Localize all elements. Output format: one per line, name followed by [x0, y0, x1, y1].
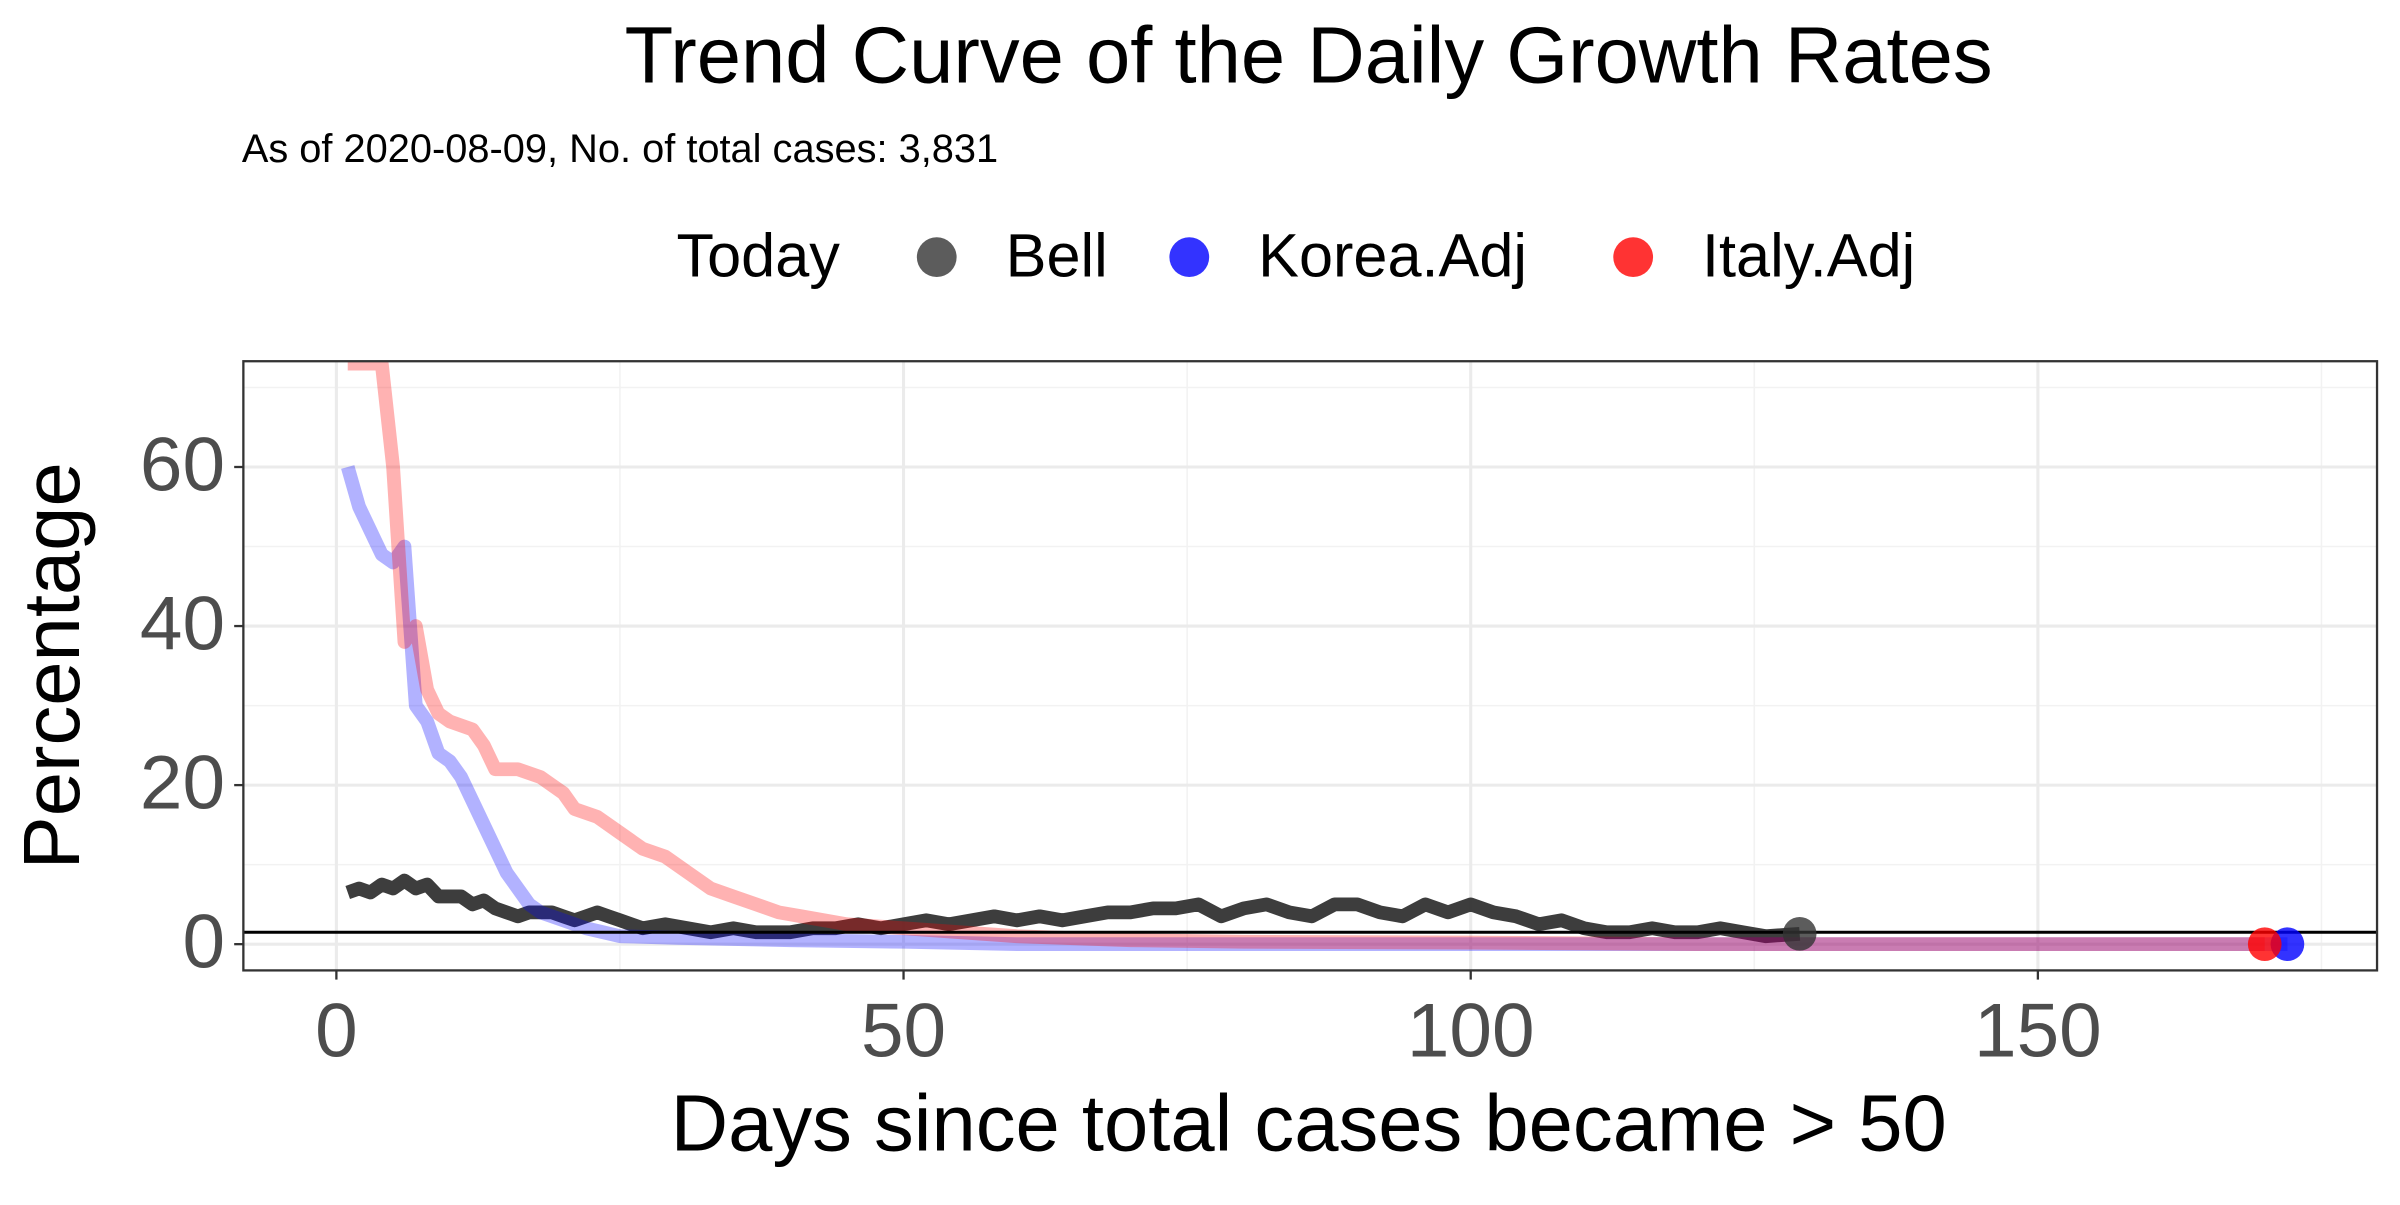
series-line	[341, 465, 2288, 952]
legend-label: Bell	[1006, 221, 1108, 289]
chart-title: Trend Curve of the Daily Growth Rates	[625, 10, 1993, 99]
series-line	[345, 873, 1801, 944]
x-tick-label: 100	[1407, 988, 1535, 1073]
today-point	[2247, 927, 2282, 962]
y-tick-label: 60	[140, 422, 225, 507]
legend-key	[1613, 237, 1654, 278]
legend-label: Korea.Adj	[1258, 221, 1527, 289]
y-tick-label: 40	[140, 581, 225, 666]
legend-key	[916, 237, 957, 278]
x-tick-label: 150	[1974, 988, 2102, 1073]
series-line	[347, 361, 2265, 952]
y-tick-label: 20	[140, 740, 225, 825]
x-tick-label: 50	[861, 988, 946, 1073]
legend-key	[1169, 237, 1210, 278]
y-tick-label: 0	[182, 899, 225, 984]
panel-border	[242, 360, 2379, 972]
today-point	[1782, 916, 1817, 951]
legend-title: Today	[677, 221, 841, 289]
y-axis-label: Percentage	[7, 462, 96, 869]
x-tick-label: 0	[315, 988, 358, 1073]
legend-label: Italy.Adj	[1702, 221, 1915, 289]
chart-subtitle: As of 2020-08-09, No. of total cases: 3,…	[242, 127, 998, 171]
x-axis-label: Days since total cases became > 50	[671, 1079, 1947, 1168]
